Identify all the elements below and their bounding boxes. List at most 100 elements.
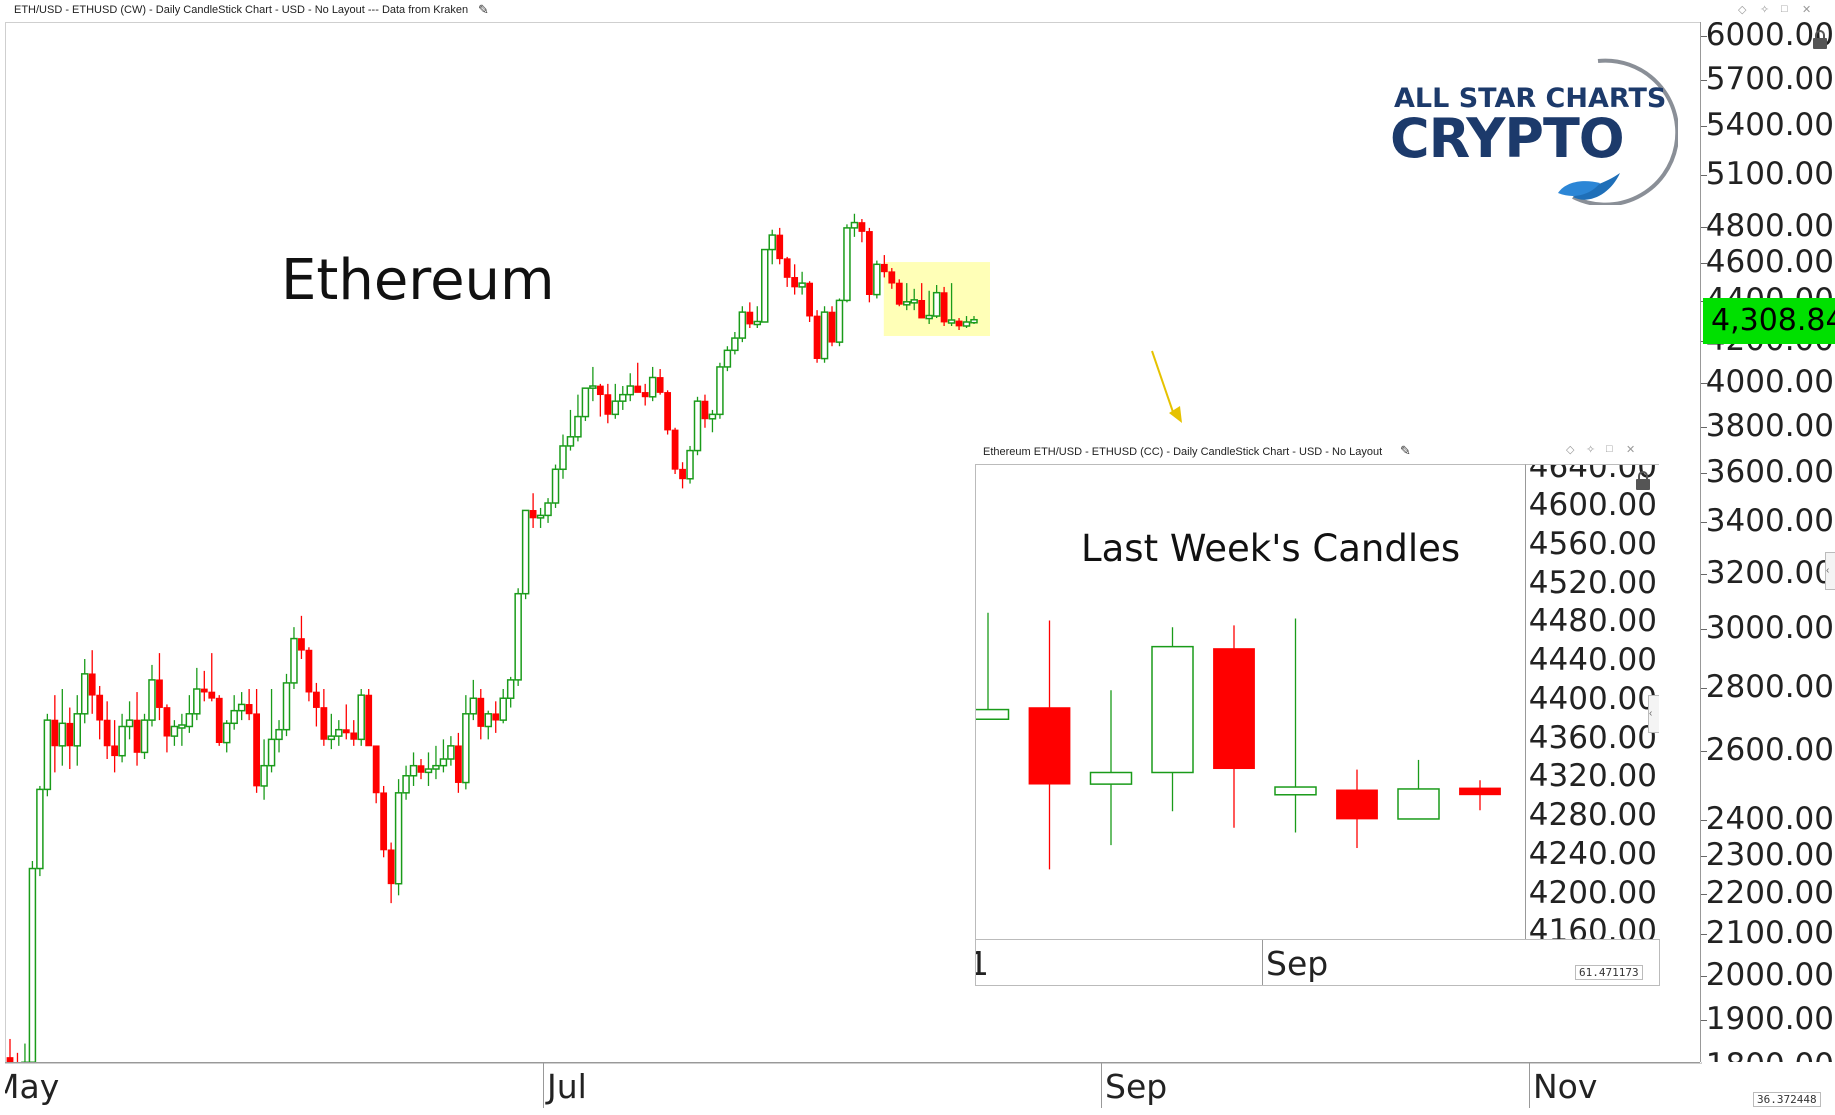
price-tick-label: 1800.00 [1706, 1050, 1834, 1063]
price-tick-mark [1701, 819, 1707, 821]
inset-price-tick-label: 4320.00 [1528, 758, 1657, 795]
main-candle-body [746, 311, 754, 325]
price-tick-label: 2300.00 [1705, 837, 1834, 874]
main-candle-body [111, 745, 119, 757]
main-candle-body [163, 707, 171, 737]
main-candle-body [604, 394, 612, 415]
inset-edit-pencil-icon[interactable]: ✎ [1400, 443, 1411, 458]
main-candle-body [551, 468, 560, 504]
main-candle-body [761, 248, 769, 323]
main-candle-body [58, 722, 67, 747]
anchor-icon[interactable]: ✧ [1760, 4, 1770, 16]
inset-candle-body [1151, 645, 1194, 774]
main-candle-body [43, 719, 52, 791]
main-candle-body [955, 320, 963, 327]
collapse-tab-icon[interactable]: ‹ [1825, 552, 1835, 590]
inset-date-tick-label: 1 [976, 944, 989, 983]
main-candle-body [230, 709, 238, 725]
price-tick-mark [1701, 1019, 1707, 1021]
main-candle-body [671, 429, 679, 470]
price-axis[interactable]: 6000.00 5700.00 5400.00 5100.00 4800.00 4600.… [1700, 22, 1835, 1062]
price-tick-mark [1701, 894, 1707, 896]
date-tick-mark [1101, 1063, 1102, 1108]
date-tick-label: Nov [1533, 1067, 1598, 1106]
inset-close-icon[interactable]: ✕ [1626, 444, 1636, 456]
inset-date-tick-mark [1262, 940, 1263, 985]
inset-candles-svg [976, 612, 1501, 870]
price-tick-label: 2200.00 [1705, 875, 1834, 912]
inset-lock-icon[interactable] [1634, 471, 1652, 491]
main-candle-body [776, 234, 784, 260]
main-candle-body [798, 282, 806, 288]
main-candle-body [835, 299, 844, 343]
main-candle-body [716, 366, 724, 416]
price-tick-mark [1701, 473, 1707, 474]
main-candle-body [679, 468, 686, 480]
main-candle-body [372, 745, 380, 794]
main-candle-body [305, 649, 313, 693]
inset-price-tick-label: 4440.00 [1528, 642, 1657, 679]
price-tick-mark [1701, 573, 1707, 575]
edit-pencil-icon[interactable]: ✎ [478, 2, 489, 17]
main-candle-body [417, 765, 425, 773]
main-candle-body [910, 299, 918, 304]
main-candle-body [350, 732, 358, 740]
main-candle-body [148, 679, 156, 721]
main-candle-body [940, 292, 948, 323]
main-candle-body [686, 449, 694, 480]
main-candle-body [118, 725, 126, 757]
price-tick-mark [1701, 751, 1707, 753]
ethereum-annotation: Ethereum [281, 248, 555, 313]
close-icon[interactable]: ✕ [1802, 4, 1812, 16]
main-candle-body [80, 673, 89, 715]
inset-price-axis[interactable]: 4640.00 4600.00 4560.00 4520.00 4480.00 4440.… [1525, 464, 1659, 940]
main-candle-body [222, 722, 231, 744]
inset-anchor-icon[interactable]: ✧ [1586, 444, 1596, 456]
main-candle-body [492, 713, 500, 721]
price-tick-mark [1701, 263, 1707, 265]
inset-pin-icon[interactable]: ◇ [1566, 444, 1575, 456]
inset-candle-body [1459, 787, 1501, 796]
main-candle-body [170, 725, 179, 737]
main-candle-body [738, 311, 747, 339]
all-star-charts-logo: ALL STAR CHARTS CRYPTO [1388, 55, 1678, 205]
price-tick-label: 3400.00 [1705, 502, 1834, 539]
callout-arrow-line [1151, 350, 1175, 416]
main-candle-body [51, 719, 59, 747]
main-candle-body [439, 758, 448, 767]
inset-collapse-tab-icon[interactable]: ‹ [1648, 695, 1659, 733]
inset-chart-window[interactable]: Ethereum ETH/USD - ETHUSD (CC) - Daily C… [975, 440, 1660, 986]
last-weeks-candles-annotation: Last Week's Candles [1081, 527, 1461, 570]
main-candle-body [103, 719, 111, 747]
inset-plot-area[interactable]: Last Week's Candles [975, 464, 1526, 941]
pin-icon[interactable]: ◇ [1738, 4, 1747, 16]
date-tick-label: Jul [547, 1067, 587, 1106]
lock-icon[interactable] [1811, 30, 1829, 50]
maximize-icon[interactable]: □ [1781, 3, 1788, 15]
main-candle-body [536, 514, 545, 519]
main-candle-body [888, 271, 896, 284]
logo-line2: CRYPTO [1390, 107, 1625, 170]
price-tick-label: 1900.00 [1705, 1000, 1834, 1037]
main-candle-body [290, 637, 298, 684]
inset-date-axis[interactable]: 1 Sep [975, 939, 1660, 986]
main-candle-body [282, 682, 291, 731]
inset-price-tick-label: 4560.00 [1528, 525, 1657, 562]
main-candle-body [335, 728, 343, 737]
main-candle-body [394, 792, 403, 885]
cursor-readout: 36.372448 [1753, 1092, 1821, 1107]
date-axis[interactable]: May Jul Sep Nov [5, 1062, 1700, 1108]
main-candle-body [693, 400, 702, 452]
inset-maximize-icon[interactable]: □ [1606, 443, 1613, 455]
price-tick-label: 3600.00 [1705, 454, 1834, 490]
price-tick-mark [1701, 79, 1707, 81]
main-candle-body [432, 764, 440, 770]
main-candle-body [28, 867, 37, 1063]
price-tick-mark [1701, 521, 1707, 523]
main-candle-body [873, 263, 881, 296]
chart-title: ETH/USD - ETHUSD (CW) - Daily CandleStic… [14, 4, 469, 16]
inset-price-tick-label: 4600.00 [1528, 487, 1657, 524]
inset-candle-body [1028, 707, 1071, 785]
price-tick-mark [1701, 628, 1707, 630]
price-tick-label: 2600.00 [1705, 732, 1834, 769]
